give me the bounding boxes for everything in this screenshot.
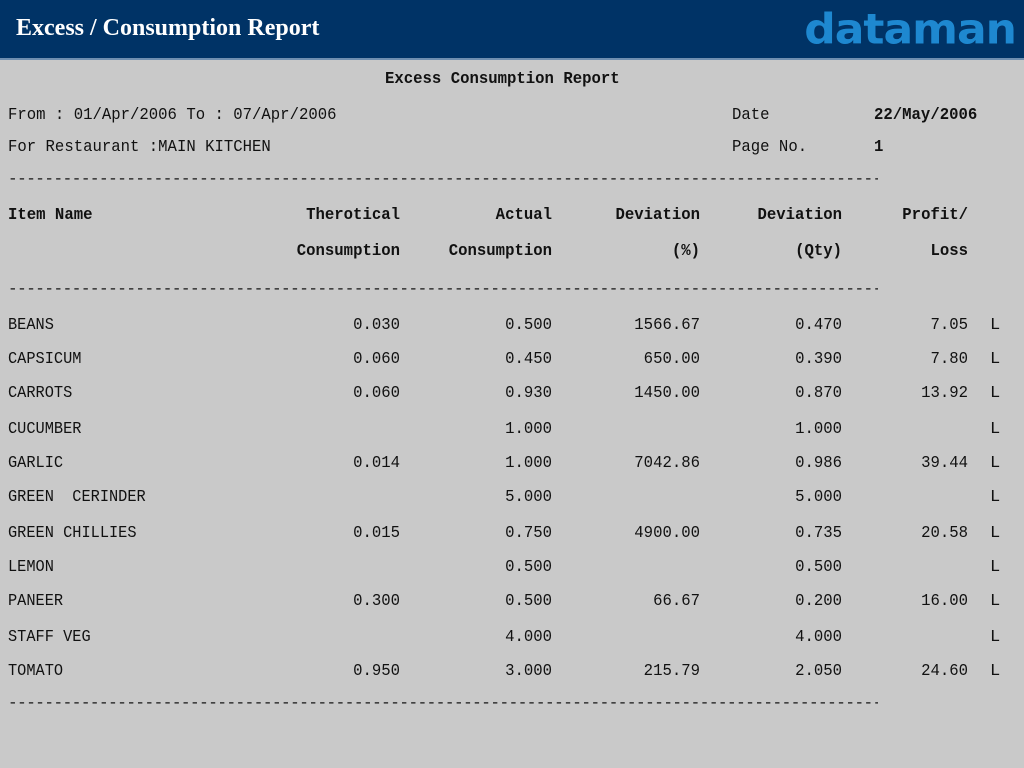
col-item-name: Item Name — [8, 206, 93, 225]
col-pl-2: Loss — [930, 242, 968, 261]
row-deviation-qty: 5.000 — [795, 488, 842, 507]
row-theoretical: 0.950 — [353, 662, 400, 681]
row-deviation-pct: 1566.67 — [634, 316, 700, 335]
col-devpct-1: Deviation — [615, 206, 700, 225]
row-item-name: GARLIC — [8, 454, 64, 473]
col-devpct-2: (%) — [671, 242, 700, 261]
divider-bottom: ----------------------------------------… — [8, 694, 878, 712]
row-deviation-qty: 0.735 — [795, 524, 842, 543]
report-period: From : 01/Apr/2006 To : 07/Apr/2006 — [8, 106, 337, 125]
row-actual: 0.500 — [505, 592, 552, 611]
row-item-name: LEMON — [8, 558, 54, 577]
report-title: Excess Consumption Report — [385, 70, 620, 89]
page-title: Excess / Consumption Report — [16, 15, 320, 41]
row-deviation-qty: 4.000 — [795, 628, 842, 647]
row-profit-loss: 13.92 — [921, 384, 968, 403]
row-item-name: CAPSICUM — [8, 350, 82, 369]
row-item-name: CARROTS — [8, 384, 73, 403]
row-deviation-qty: 0.390 — [795, 350, 842, 369]
row-actual: 4.000 — [505, 628, 552, 647]
row-deviation-pct: 650.00 — [643, 350, 700, 369]
row-item-name: BEANS — [8, 316, 54, 335]
row-item-name: TOMATO — [8, 662, 64, 681]
header-bar: Excess / Consumption Report dataman — [0, 0, 1024, 60]
col-devqty-1: Deviation — [757, 206, 842, 225]
row-item-name: STAFF VEG — [8, 628, 91, 647]
col-theo-1: Therotical — [306, 206, 400, 225]
col-theo-2: Consumption — [296, 242, 400, 261]
row-deviation-qty: 0.986 — [795, 454, 842, 473]
row-item-name: GREEN CHILLIES — [8, 524, 137, 543]
row-actual: 1.000 — [505, 420, 552, 439]
row-flag: L — [990, 662, 1001, 681]
row-deviation-qty: 1.000 — [795, 420, 842, 439]
date-value: 22/May/2006 — [874, 106, 978, 125]
row-flag: L — [990, 524, 1001, 543]
row-flag: L — [990, 420, 1001, 439]
row-deviation-pct: 4900.00 — [634, 524, 700, 543]
row-deviation-qty: 0.200 — [795, 592, 842, 611]
row-theoretical: 0.030 — [353, 316, 400, 335]
row-flag: L — [990, 316, 1001, 335]
row-profit-loss: 16.00 — [921, 592, 968, 611]
row-deviation-pct: 7042.86 — [634, 454, 700, 473]
row-deviation-pct: 66.67 — [653, 592, 700, 611]
row-item-name: CUCUMBER — [8, 420, 82, 439]
page-label: Page No. — [732, 138, 808, 157]
row-profit-loss: 24.60 — [921, 662, 968, 681]
row-actual: 3.000 — [505, 662, 552, 681]
row-flag: L — [990, 384, 1001, 403]
row-theoretical: 0.014 — [353, 454, 400, 473]
row-deviation-pct: 1450.00 — [634, 384, 700, 403]
row-actual: 1.000 — [505, 454, 552, 473]
row-actual: 0.500 — [505, 558, 552, 577]
row-flag: L — [990, 488, 1001, 507]
row-actual: 5.000 — [505, 488, 552, 507]
col-actual-1: Actual — [495, 206, 552, 225]
row-deviation-qty: 2.050 — [795, 662, 842, 681]
row-deviation-qty: 0.470 — [795, 316, 842, 335]
row-item-name: PANEER — [8, 592, 64, 611]
row-deviation-qty: 0.500 — [795, 558, 842, 577]
col-devqty-2: (Qty) — [795, 242, 842, 261]
row-flag: L — [990, 350, 1001, 369]
row-profit-loss: 7.80 — [930, 350, 968, 369]
dataman-logo: dataman — [804, 5, 1017, 54]
row-flag: L — [990, 454, 1001, 473]
row-theoretical: 0.015 — [353, 524, 400, 543]
row-actual: 0.500 — [505, 316, 552, 335]
col-actual-2: Consumption — [448, 242, 552, 261]
row-profit-loss: 39.44 — [921, 454, 968, 473]
row-flag: L — [990, 628, 1001, 647]
divider-top: ----------------------------------------… — [8, 170, 878, 188]
page-value: 1 — [874, 138, 884, 157]
row-actual: 0.450 — [505, 350, 552, 369]
row-item-name: GREEN CERINDER — [8, 488, 146, 507]
row-flag: L — [990, 558, 1001, 577]
report-restaurant: For Restaurant :MAIN KITCHEN — [8, 138, 271, 157]
row-theoretical: 0.060 — [353, 384, 400, 403]
row-actual: 0.930 — [505, 384, 552, 403]
row-deviation-qty: 0.870 — [795, 384, 842, 403]
row-flag: L — [990, 592, 1001, 611]
date-label: Date — [732, 106, 770, 125]
row-profit-loss: 20.58 — [921, 524, 968, 543]
row-actual: 0.750 — [505, 524, 552, 543]
col-pl-1: Profit/ — [902, 206, 968, 225]
divider-header: ----------------------------------------… — [8, 280, 878, 298]
row-deviation-pct: 215.79 — [643, 662, 700, 681]
row-profit-loss: 7.05 — [930, 316, 968, 335]
row-theoretical: 0.060 — [353, 350, 400, 369]
row-theoretical: 0.300 — [353, 592, 400, 611]
